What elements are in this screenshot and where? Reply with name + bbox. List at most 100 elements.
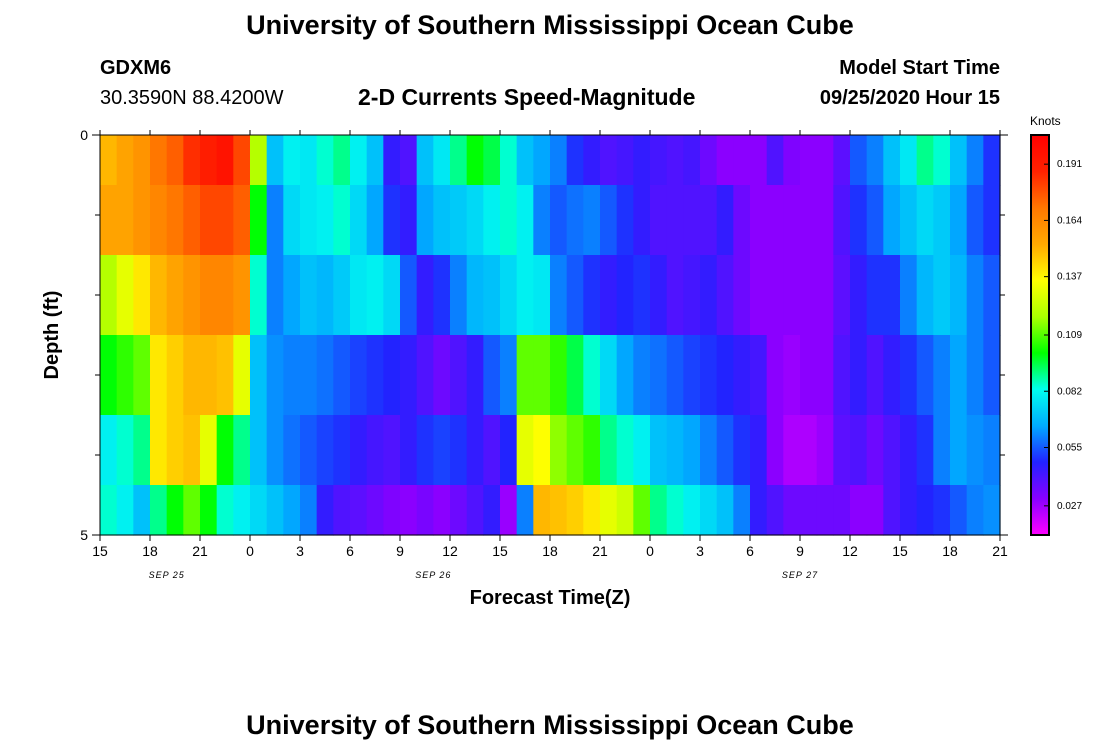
heatmap-cell [666,135,684,186]
heatmap-cell [883,255,901,336]
heatmap-cell [150,485,168,536]
heatmap-cell [983,335,1001,416]
axis-labels: 15 18 21 0 3 6 9 12 15 18 21 0 3 6 9 12 15 18 21 SEP 25 SEP … [80,127,1008,580]
heatmap-cell [750,185,768,256]
heatmap-cell [283,255,301,336]
heatmap-cell [383,335,401,416]
heatmap-cell [266,185,284,256]
heatmap-cell [183,485,201,536]
heatmap-cell [916,135,934,186]
heatmap-cell [633,135,651,186]
heatmap-cell [300,135,318,186]
heatmap-cell [966,415,984,486]
heatmap-cell [833,485,851,536]
heatmap-cell [783,185,801,256]
heatmap-cell [400,335,418,416]
x-tick-label: 9 [796,543,804,559]
heatmap-cell [433,185,451,256]
heatmap-cell [800,135,818,186]
heatmap-cell [816,335,834,416]
heatmap-cell [750,415,768,486]
heatmap-cell [116,255,134,336]
heatmap-cell [783,255,801,336]
heatmap-cell [350,255,368,336]
heatmap-cell [833,255,851,336]
heatmap-cell [716,335,734,416]
heatmap-cells [99,134,1001,536]
heatmap-cell [216,135,234,186]
heatmap-cell [933,335,951,416]
heatmap-cell [633,335,651,416]
heatmap-cell [400,415,418,486]
heatmap-cell [983,135,1001,186]
heatmap-cell [683,415,701,486]
axis-ticks [92,130,1008,541]
heatmap-cell [233,255,251,336]
heatmap-cell [716,415,734,486]
heatmap-cell [666,415,684,486]
heatmap-cell [283,485,301,536]
heatmap-cell [800,255,818,336]
heatmap-cell [816,255,834,336]
heatmap-cell [533,415,551,486]
heatmap-cell [466,135,484,186]
heatmap-cell [650,135,668,186]
heatmap-cell [100,255,118,336]
heatmap-cell [950,135,968,186]
heatmap-cell [133,135,151,186]
heatmap-cell [483,415,501,486]
heatmap-cell [383,135,401,186]
heatmap-cell [400,255,418,336]
heatmap-cell [966,255,984,336]
heatmap-cell [916,485,934,536]
x-tick-label: 6 [346,543,354,559]
heatmap-cell [950,255,968,336]
heatmap-cell [866,185,884,256]
heatmap-cell [116,415,134,486]
heatmap-cell [616,485,634,536]
heatmap-cell [566,415,584,486]
heatmap-cell [450,335,468,416]
heatmap-cell [533,255,551,336]
heatmap-cell [583,135,601,186]
heatmap-cell [466,255,484,336]
heatmap-cell [600,485,618,536]
heatmap-cell [383,255,401,336]
heatmap-cell [950,485,968,536]
heatmap-cell [883,485,901,536]
heatmap-cell [916,185,934,256]
heatmap-cell [433,135,451,186]
heatmap-cell [400,485,418,536]
heatmap-cell [316,335,334,416]
heatmap-cell [833,335,851,416]
heatmap-cell [183,255,201,336]
heatmap-cell [950,415,968,486]
model-start-value: 09/25/2020 Hour 15 [819,87,1000,109]
heatmap-cell [833,415,851,486]
heatmap-cell [900,415,918,486]
heatmap-cell [266,135,284,186]
heatmap-cell [150,255,168,336]
heatmap-cell [750,135,768,186]
heatmap-cell [416,485,434,536]
station-coords: 30.3590N 88.4200W [100,87,284,109]
x-tick-label: 18 [942,543,958,559]
heatmap-cell [933,415,951,486]
heatmap-cell [100,135,118,186]
heatmap-cell [883,135,901,186]
heatmap-cell [216,185,234,256]
heatmap-cell [433,415,451,486]
colorbar: 0.191 0.164 0.137 0.109 0.082 0.055 0.027 [1030,134,1082,536]
heatmap-cell [400,185,418,256]
heatmap-cell [633,415,651,486]
heatmap-cell [550,135,568,186]
heatmap-cell [666,185,684,256]
heatmap-cell [933,135,951,186]
heatmap-cell [416,135,434,186]
heatmap-cell [550,415,568,486]
heatmap-cell [283,135,301,186]
heatmap-cell [316,185,334,256]
heatmap-cell [100,415,118,486]
heatmap-cell [416,415,434,486]
heatmap-cell [800,415,818,486]
